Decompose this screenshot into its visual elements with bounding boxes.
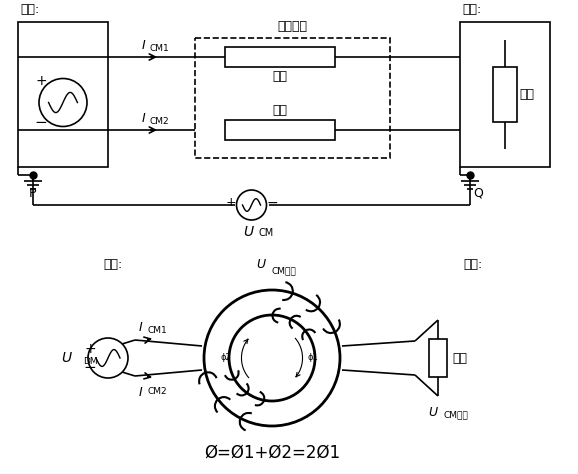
- Bar: [225, 47, 335, 67]
- Text: CM: CM: [258, 228, 274, 238]
- Text: $U$: $U$: [243, 225, 254, 239]
- Text: $U$: $U$: [256, 258, 267, 271]
- Text: $I$: $I$: [140, 112, 146, 125]
- Text: −: −: [84, 361, 97, 375]
- Text: CM线圈: CM线圈: [272, 266, 297, 275]
- Text: Q: Q: [473, 187, 483, 200]
- Text: 电源:: 电源:: [20, 3, 39, 16]
- Text: +: +: [35, 73, 47, 88]
- Bar: [195, 38, 390, 158]
- Bar: [460, 22, 550, 167]
- Text: CM1: CM1: [147, 326, 166, 335]
- Bar: [225, 120, 335, 140]
- Text: $I$: $I$: [138, 321, 143, 334]
- Text: 负载: 负载: [452, 352, 467, 365]
- Text: CM2: CM2: [147, 387, 166, 396]
- Text: CM负载: CM负载: [443, 410, 468, 419]
- Text: ϕ1: ϕ1: [307, 354, 318, 363]
- Text: $I$: $I$: [140, 39, 146, 52]
- Text: −: −: [266, 196, 279, 210]
- Text: P: P: [29, 187, 37, 200]
- Text: ϕ2: ϕ2: [221, 354, 231, 363]
- Bar: [493, 67, 517, 122]
- Text: 共模滤波: 共模滤波: [277, 20, 307, 33]
- Text: CM2: CM2: [150, 117, 169, 126]
- Text: $U$: $U$: [428, 406, 439, 419]
- Text: Ø=Ø1+Ø2=2Ø1: Ø=Ø1+Ø2=2Ø1: [204, 444, 340, 462]
- Text: −: −: [35, 115, 47, 130]
- Text: 阻抗: 阻抗: [272, 70, 287, 83]
- Text: 阻抗: 阻抗: [272, 104, 287, 117]
- Text: 阻抗: 阻抗: [519, 88, 534, 101]
- Text: 电源:: 电源:: [103, 258, 123, 271]
- Text: 设备:: 设备:: [463, 258, 482, 271]
- Text: +: +: [84, 342, 96, 356]
- Text: 设备:: 设备:: [462, 3, 481, 16]
- Text: +: +: [225, 197, 236, 210]
- Text: $U$: $U$: [61, 351, 73, 365]
- Bar: [429, 339, 447, 377]
- Bar: [18, 22, 108, 167]
- Text: CM1: CM1: [150, 44, 170, 53]
- Text: $I$: $I$: [138, 386, 143, 399]
- Text: DM: DM: [83, 357, 98, 366]
